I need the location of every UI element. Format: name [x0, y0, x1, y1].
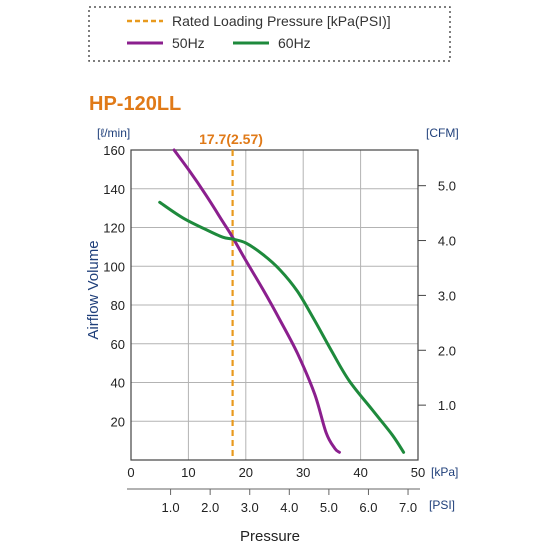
legend-frame — [88, 6, 451, 62]
rated-pressure-label: 17.7(2.57) — [199, 131, 263, 147]
x-tick-label-kpa: 30 — [296, 465, 310, 480]
x-psi-unit: [PSI] — [429, 498, 455, 512]
plot-frame — [127, 149, 426, 495]
series-line-60hz — [158, 200, 406, 454]
legend-60hz-label: 60Hz — [278, 35, 311, 51]
legend-rated-label: Rated Loading Pressure [kPa(PSI)] — [172, 13, 391, 29]
y-right-tick-label: 2.0 — [438, 343, 456, 358]
x-tick-label-psi: 5.0 — [320, 500, 338, 515]
x-tick-label-kpa: 0 — [127, 465, 134, 480]
y-right-tick-label: 1.0 — [438, 398, 456, 413]
x-tick-label-psi: 1.0 — [162, 500, 180, 515]
x-kpa-unit: [kPa] — [431, 465, 458, 479]
y-tick-label: 80 — [111, 298, 125, 313]
x-tick-label-kpa: 50 — [411, 465, 425, 480]
y-left-unit: [ℓ/min] — [97, 126, 130, 140]
x-tick-label-kpa: 40 — [353, 465, 367, 480]
y-tick-label: 140 — [103, 182, 125, 197]
plot-border — [130, 149, 419, 461]
y-tick-label: 120 — [103, 221, 125, 236]
y-tick-label: 40 — [111, 376, 125, 391]
y-tick-label: 160 — [103, 143, 125, 158]
series — [158, 148, 406, 460]
y-tick-label: 20 — [111, 414, 125, 429]
x-tick-label-psi: 4.0 — [280, 500, 298, 515]
legend: Rated Loading Pressure [kPa(PSI)] 50Hz 6… — [88, 6, 451, 62]
series-line-50hz — [172, 148, 341, 454]
y-right-unit: [CFM] — [426, 126, 459, 140]
chart-title: HP-120LL — [89, 93, 181, 115]
y-right-tick-label: 4.0 — [438, 234, 456, 249]
x-tick-label-psi: 6.0 — [359, 500, 377, 515]
x-tick-label-psi: 7.0 — [399, 500, 417, 515]
tick-labels: 20 40 60 80 100 120 140 160 0 10 20 30 40 50 1.0 2.0 3.0… — [103, 143, 456, 515]
x-tick-label-psi: 2.0 — [201, 500, 219, 515]
grid — [131, 150, 418, 460]
y-right-tick-label: 3.0 — [438, 288, 456, 303]
y-tick-label: 60 — [111, 337, 125, 352]
legend-50hz-label: 50Hz — [172, 35, 205, 51]
x-tick-label-kpa: 10 — [181, 465, 195, 480]
y-axis-title: Airflow Volume — [85, 240, 102, 339]
x-axis-title: Pressure — [240, 528, 300, 545]
y-tick-label: 100 — [103, 259, 125, 274]
x-tick-label-psi: 3.0 — [241, 500, 259, 515]
x-tick-label-kpa: 20 — [239, 465, 253, 480]
y-right-tick-label: 5.0 — [438, 179, 456, 194]
